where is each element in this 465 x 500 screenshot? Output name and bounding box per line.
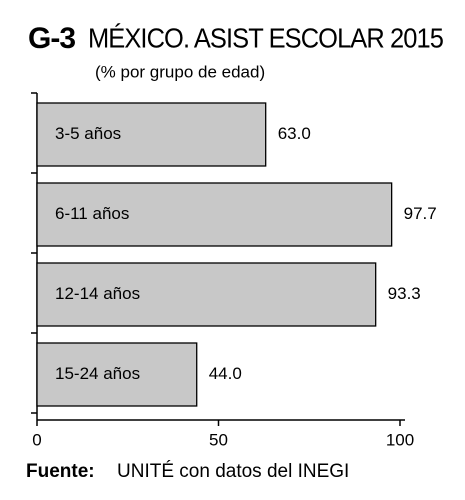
value-label: 97.7 [404,204,437,223]
x-tick-label: 100 [386,430,414,449]
chart-title: MÉXICO. ASIST ESCOLAR 2015 [88,22,443,53]
source-label: Fuente: [26,461,95,482]
x-tick-label: 0 [32,430,41,449]
bar [36,102,267,167]
category-label: 6-11 años [55,204,129,223]
category-label: 12-14 años [55,284,140,303]
chart-label: G-3 [28,22,75,55]
bar [36,182,393,247]
value-label: 44.0 [209,364,242,383]
category-label: 15-24 años [55,364,140,383]
category-label: 3-5 años [55,124,121,143]
value-label: 63.0 [278,124,311,143]
source: UNITÉ con datos del INEGI [117,461,349,482]
x-tick-label: 50 [209,430,228,449]
chart-subtitle: (% por grupo de edad) [95,62,265,81]
bar [36,262,377,327]
value-label: 93.3 [388,284,421,303]
bar [36,342,198,407]
